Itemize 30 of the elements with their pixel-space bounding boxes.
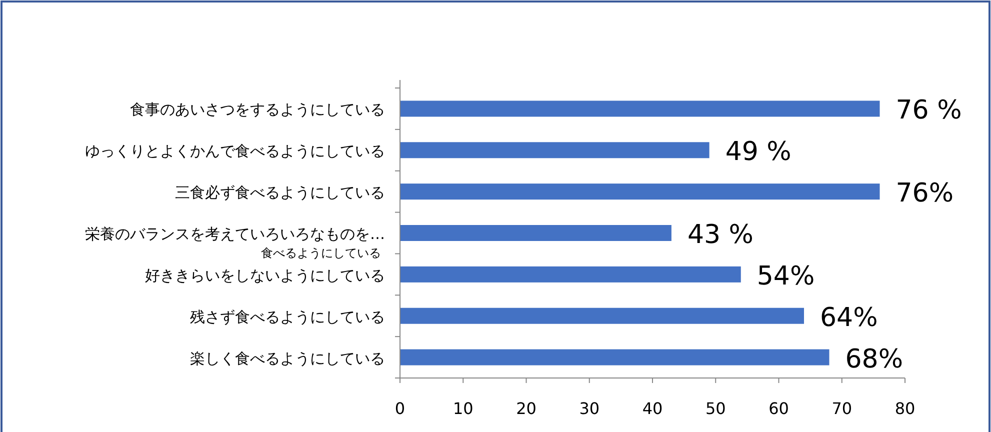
- bar: [400, 266, 741, 282]
- data-label: 68%: [845, 344, 904, 374]
- data-label: 49 %: [725, 137, 792, 168]
- y-tick-label: 食事のあいさつをするようにしている: [130, 100, 385, 119]
- bar: [400, 308, 804, 324]
- x-tick-label: 20: [516, 399, 536, 418]
- bar: [400, 225, 672, 241]
- x-tick-label: 10: [452, 399, 474, 418]
- bar: [400, 184, 880, 200]
- data-label: 76%: [896, 178, 954, 209]
- x-tick-label: 50: [705, 399, 726, 418]
- x-tick-label: 80: [894, 399, 916, 418]
- bar: [400, 349, 830, 366]
- y-tick-label: 好ききらいをしないようにしている: [145, 266, 385, 284]
- x-tick-label: 30: [579, 399, 600, 418]
- y-tick-label: ゆっくりとよくかんで食べるようにしている: [85, 142, 385, 160]
- data-label: 64%: [820, 302, 878, 333]
- x-tick-label: 40: [642, 399, 663, 418]
- data-label: 76 %: [896, 96, 962, 126]
- bar: [400, 142, 710, 158]
- y-tick-label: 栄養のバランスを考えていろいろなものを… 食べるようにしている: [85, 225, 385, 260]
- y-tick-label: 三食必ず食べるようにしている: [175, 184, 385, 202]
- y-tick-label: 残さず食べるようにしている: [190, 308, 385, 326]
- x-tick-label: 0: [394, 399, 406, 418]
- x-tick-label: 60: [768, 399, 789, 418]
- data-label: 43 %: [687, 220, 754, 250]
- y-tick-label: 楽しく食べるようにしている: [190, 349, 385, 368]
- data-label: 54%: [756, 261, 815, 292]
- x-tick-label: 70: [832, 399, 852, 418]
- bar: [400, 100, 880, 117]
